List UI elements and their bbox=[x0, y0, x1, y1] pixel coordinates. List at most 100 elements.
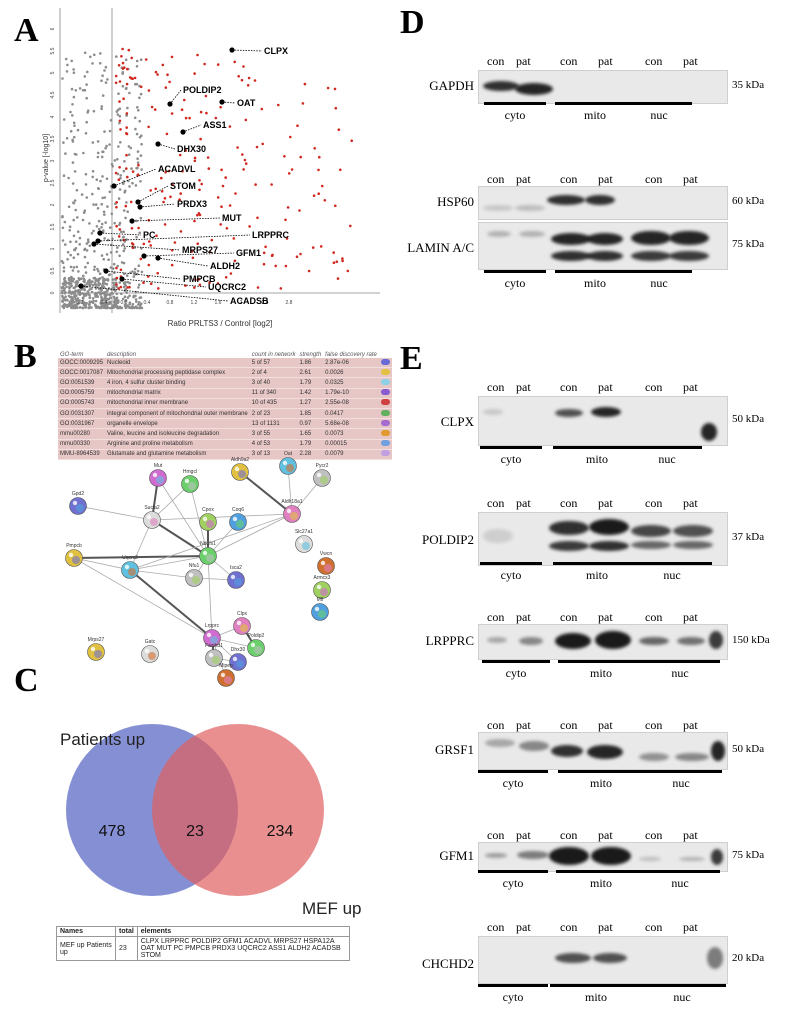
go-cell: 4 of 53 bbox=[249, 439, 298, 450]
sig-point bbox=[260, 107, 264, 111]
nonsig-point bbox=[62, 141, 65, 144]
venn-table: Names total elements MEF up Patients up … bbox=[56, 926, 350, 961]
lane-label: con bbox=[560, 920, 578, 934]
nonsig-point bbox=[109, 266, 113, 269]
sig-point bbox=[180, 108, 184, 111]
nonsig-point bbox=[116, 264, 119, 268]
network-node-highlight bbox=[250, 642, 256, 648]
blot-band bbox=[487, 637, 507, 643]
nonsig-point bbox=[71, 103, 74, 106]
fraction-bar bbox=[556, 870, 646, 873]
nonsig-point bbox=[123, 300, 127, 303]
go-header-2: count in network bbox=[251, 352, 296, 358]
sig-point bbox=[163, 223, 167, 226]
nonsig-point bbox=[135, 82, 139, 86]
fraction-bar bbox=[640, 870, 720, 873]
nonsig-point bbox=[93, 283, 97, 286]
panel-letter-c: C bbox=[14, 662, 39, 699]
y-tick-label: 0 bbox=[50, 291, 56, 294]
sig-point bbox=[137, 163, 140, 167]
sig-point bbox=[121, 47, 124, 51]
sig-point bbox=[149, 282, 153, 286]
go-color-swatch bbox=[380, 440, 390, 447]
fraction-bar bbox=[640, 660, 720, 663]
x-tick-label: 0.8 bbox=[167, 300, 174, 306]
sig-point bbox=[290, 168, 294, 171]
nonsig-point bbox=[65, 281, 69, 285]
network-edge bbox=[129, 519, 153, 571]
nonsig-point bbox=[97, 187, 100, 191]
network-edge bbox=[239, 471, 293, 515]
nonsig-point bbox=[105, 283, 109, 286]
nonsig-point bbox=[139, 58, 143, 61]
blot-membrane bbox=[478, 186, 728, 220]
sig-point bbox=[261, 142, 264, 146]
nonsig-point bbox=[126, 106, 129, 110]
blot-label: GAPDH bbox=[429, 78, 474, 93]
nonsig-point bbox=[112, 281, 115, 285]
nonsig-point bbox=[100, 298, 104, 301]
go-cell: 1.42 bbox=[297, 388, 324, 399]
x-tick-label: 2 bbox=[240, 300, 243, 306]
nonsig-point bbox=[96, 295, 99, 299]
lane-label: con bbox=[560, 828, 578, 842]
go-header-0: GO-term bbox=[60, 352, 84, 358]
highlight-point bbox=[95, 238, 101, 244]
sig-point bbox=[198, 188, 201, 192]
go-row: GOCC:0017087 Mitochondrial processing pep… bbox=[58, 367, 392, 379]
lane-label: pat bbox=[598, 610, 613, 624]
nonsig-point bbox=[90, 280, 94, 283]
nonsig-point bbox=[104, 298, 108, 302]
nonsig-point bbox=[116, 246, 119, 249]
nonsig-point bbox=[90, 232, 94, 235]
nonsig-point bbox=[121, 84, 125, 88]
blot-label: GFM1 bbox=[439, 848, 474, 863]
blot-membrane bbox=[478, 512, 728, 566]
fraction-label-cyto: cyto bbox=[500, 452, 522, 466]
fraction-bar bbox=[640, 770, 722, 773]
sig-point bbox=[126, 175, 129, 179]
go-cell-color bbox=[378, 388, 392, 399]
nonsig-point bbox=[100, 295, 103, 299]
string-network: Mut Hmgcl Aldh9a2 Oat Pycr2 Gpd2 Sucla2 Cpox Coq… bbox=[65, 451, 335, 687]
nonsig-point bbox=[85, 249, 89, 252]
lane-label: pat bbox=[683, 718, 698, 732]
nonsig-point bbox=[64, 283, 67, 286]
nonsig-point bbox=[93, 268, 96, 272]
sig-point bbox=[336, 277, 340, 280]
network-node-highlight bbox=[230, 574, 236, 580]
network-edge bbox=[151, 513, 293, 521]
fraction-bar bbox=[632, 562, 712, 565]
nonsig-point bbox=[101, 175, 104, 178]
sig-point bbox=[115, 283, 118, 286]
go-cell: 1.79e-10 bbox=[323, 388, 379, 399]
nonsig-point bbox=[62, 304, 65, 307]
sig-point bbox=[311, 246, 315, 249]
nonsig-point bbox=[66, 299, 69, 302]
blot-band bbox=[639, 857, 661, 861]
nonsig-point bbox=[88, 305, 91, 309]
sig-point bbox=[198, 283, 202, 287]
nonsig-point bbox=[63, 220, 67, 224]
blot-band bbox=[555, 409, 583, 417]
lane-label: pat bbox=[516, 172, 531, 186]
blot-membrane bbox=[478, 396, 728, 446]
venn-diagram: Patients up MEF up 478 23 234 bbox=[60, 724, 362, 918]
panel-letter-d: D bbox=[400, 4, 425, 41]
sig-point bbox=[247, 76, 251, 80]
nonsig-point bbox=[111, 237, 114, 240]
blot-label: GRSF1 bbox=[434, 742, 474, 757]
blot-band bbox=[549, 541, 589, 551]
sig-point bbox=[161, 63, 165, 67]
sig-point bbox=[196, 213, 199, 217]
nonsig-point bbox=[100, 155, 104, 159]
nonsig-point bbox=[84, 172, 88, 176]
sig-point bbox=[323, 199, 327, 202]
sig-point bbox=[317, 192, 321, 195]
lane-label: pat bbox=[598, 380, 613, 394]
go-cell: 1.86 bbox=[297, 358, 324, 369]
sig-point bbox=[136, 173, 140, 176]
sig-point bbox=[319, 245, 323, 248]
blot-band bbox=[675, 753, 709, 761]
blot-band bbox=[673, 541, 713, 549]
